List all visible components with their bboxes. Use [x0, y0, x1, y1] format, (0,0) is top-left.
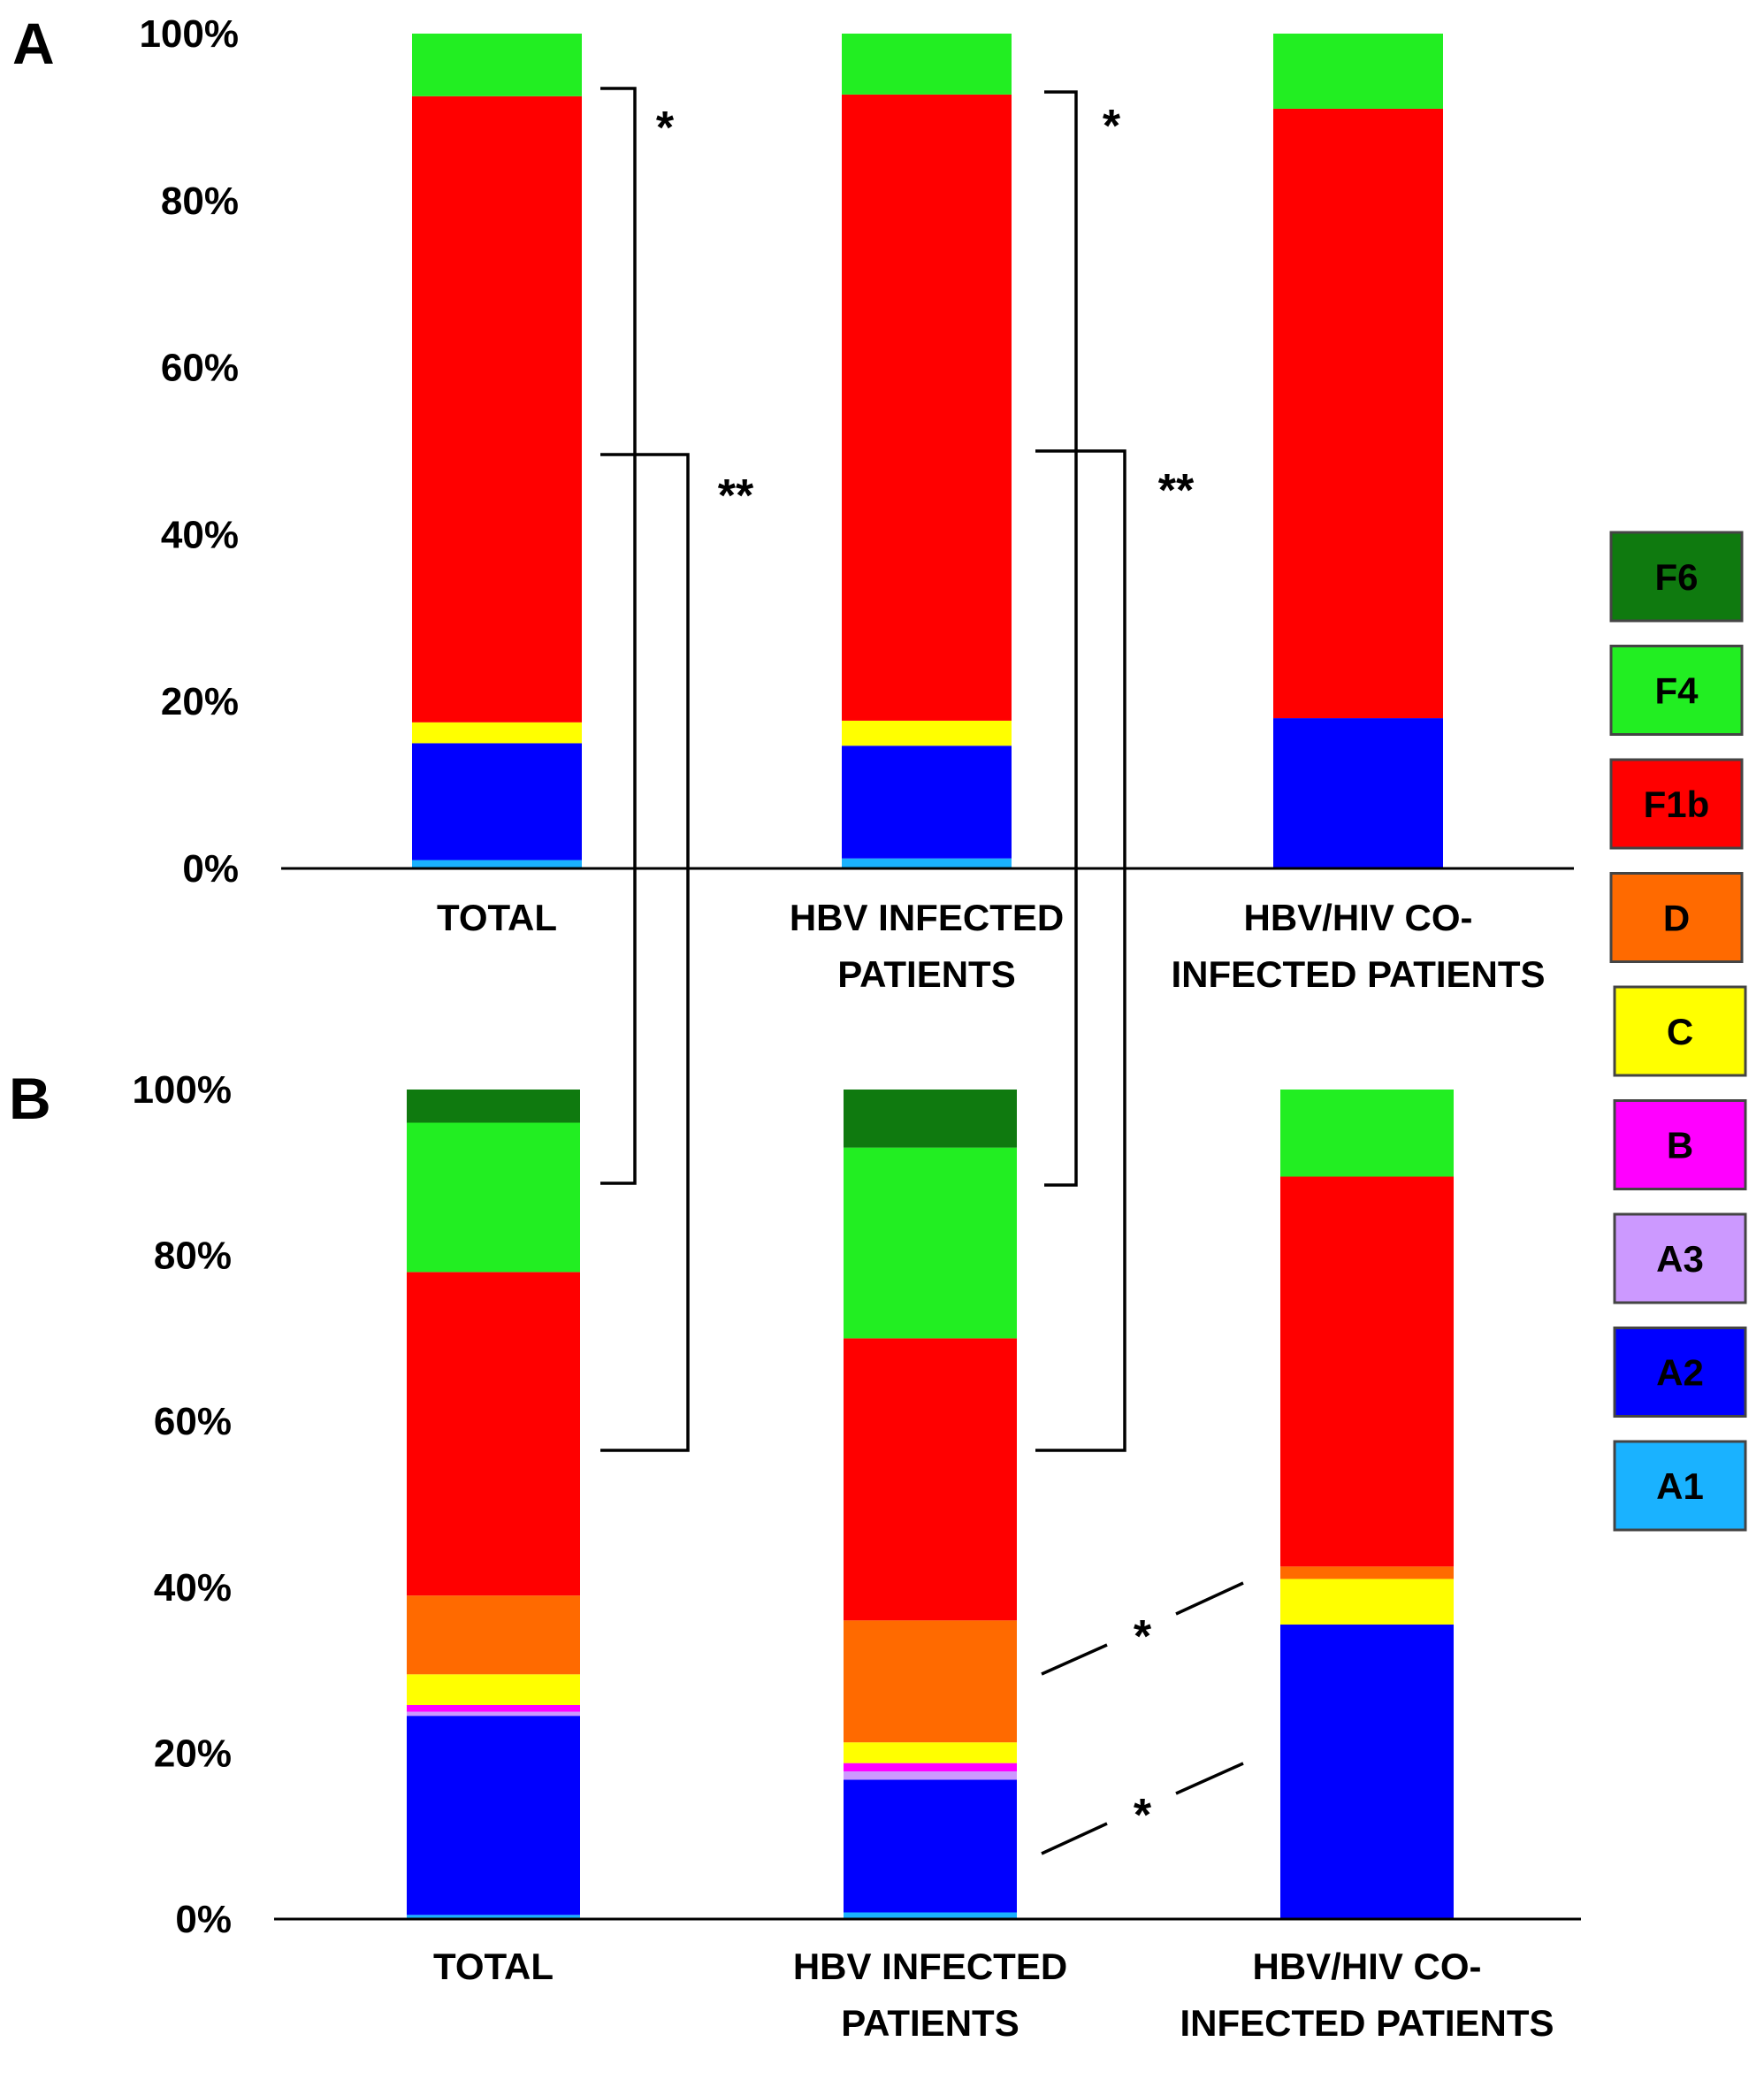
legend-label: C — [1667, 1011, 1693, 1052]
panel-a: A 0% 20% 40% 60% 80% 100% TOTAL HBV INFECTED PATI… — [12, 11, 1574, 995]
bar-segment-f4 — [1280, 1090, 1454, 1177]
significance-single: * — [1134, 1790, 1152, 1841]
bracket-total-f4 — [600, 87, 637, 1185]
dash-a2-right — [1175, 1762, 1244, 1795]
bar-segment-c — [842, 720, 1012, 746]
y-tick-label: 0% — [175, 1898, 232, 1941]
bar-segment-c — [1280, 1579, 1454, 1625]
y-tick-label: 100% — [139, 12, 239, 56]
legend-label: A1 — [1656, 1465, 1704, 1507]
bar-segment-a2 — [1280, 1625, 1454, 1919]
y-tick-label: 80% — [161, 180, 239, 223]
category-label: HBV INFECTED — [793, 1946, 1067, 1987]
category-label: INFECTED PATIENTS — [1171, 953, 1545, 995]
bar-segment-f6 — [407, 1090, 580, 1123]
significance-double: ** — [1158, 465, 1195, 516]
panel-letter-a: A — [12, 11, 55, 76]
y-tick-label: 20% — [161, 680, 239, 723]
significance-double: ** — [718, 470, 754, 522]
legend-label: A2 — [1656, 1352, 1704, 1394]
bar-segment-a2 — [412, 743, 582, 860]
category-label: TOTAL — [437, 897, 557, 938]
legend-swatch-d — [1609, 872, 1744, 963]
bar-segment-f1b — [842, 94, 1012, 721]
bar-segment-a2 — [407, 1716, 580, 1916]
bar-segment-f4 — [844, 1147, 1017, 1339]
bracket-hbv-f4 — [1044, 90, 1078, 1187]
dash-d-right — [1175, 1581, 1244, 1616]
bar-segment-f1b — [407, 1272, 580, 1596]
legend-label: B — [1667, 1125, 1693, 1166]
bar-segment-a2 — [1273, 718, 1443, 868]
category-label: PATIENTS — [841, 2002, 1019, 2044]
bar-segment-f4 — [842, 34, 1012, 95]
bar-segment-c — [412, 722, 582, 744]
category-label: HBV/HIV CO- — [1243, 897, 1472, 938]
bar-segment-f4 — [407, 1122, 580, 1273]
bar-segment-d — [1280, 1566, 1454, 1579]
bar-segment-f1b — [844, 1338, 1017, 1621]
bracket-hbv-f1b — [1035, 449, 1126, 1452]
bar-segment-f4 — [1273, 34, 1443, 109]
bar-segment-a2 — [842, 746, 1012, 859]
bar-segment-f1b — [412, 96, 582, 723]
legend: F6 F4 F1b D C B A3 A2 A1 — [1609, 531, 1747, 1532]
bar-segment-a3 — [407, 1711, 580, 1717]
bar-segment-f1b — [1280, 1176, 1454, 1567]
category-label: PATIENTS — [837, 953, 1015, 995]
category-label: HBV/HIV CO- — [1252, 1946, 1481, 1987]
bar-segment-c — [844, 1742, 1017, 1763]
category-label: HBV INFECTED — [790, 897, 1064, 938]
legend-swatch-c — [1613, 985, 1747, 1077]
y-tick-label: 60% — [161, 347, 239, 390]
legend-swatch-a2 — [1613, 1327, 1747, 1418]
legend-label: A3 — [1656, 1238, 1704, 1280]
legend-swatch-f4 — [1609, 645, 1744, 736]
y-tick-label: 40% — [161, 513, 239, 556]
category-label: TOTAL — [433, 1946, 554, 1987]
bar-segment-d — [844, 1620, 1017, 1743]
bar-segment-a2 — [844, 1779, 1017, 1913]
significance-single: * — [1134, 1611, 1152, 1663]
y-tick-label: 40% — [154, 1566, 232, 1610]
legend-swatch-a1 — [1613, 1440, 1747, 1532]
panel-letter-b: B — [9, 1066, 51, 1131]
bar-segment-c — [407, 1674, 580, 1705]
significance-brackets: ******** — [600, 87, 1244, 1855]
dash-d-left — [1041, 1643, 1108, 1676]
bar-segment-f4 — [412, 34, 582, 96]
legend-label: F6 — [1654, 556, 1698, 598]
legend-swatch-b — [1613, 1099, 1747, 1190]
legend-swatch-f1b — [1609, 758, 1744, 850]
y-tick-label: 80% — [154, 1235, 232, 1278]
bar-segment-a1 — [412, 860, 582, 868]
y-tick-label: 100% — [132, 1068, 232, 1112]
bar-segment-a1 — [842, 858, 1012, 868]
legend-label: F4 — [1654, 670, 1699, 712]
category-label: INFECTED PATIENTS — [1180, 2002, 1554, 2044]
bar-segment-f1b — [1273, 108, 1443, 719]
dash-a2-left — [1041, 1822, 1108, 1855]
y-tick-label: 20% — [154, 1732, 232, 1775]
bar-segment-a1 — [844, 1912, 1017, 1919]
bracket-total-f1b — [600, 453, 690, 1452]
bar-segment-a1 — [407, 1915, 580, 1919]
legend-label: F1b — [1644, 784, 1710, 825]
legend-swatch-f6 — [1609, 531, 1744, 623]
legend-label: D — [1663, 898, 1690, 939]
bar-segment-b — [844, 1763, 1017, 1772]
significance-single: * — [1103, 101, 1121, 152]
bar-segment-b — [407, 1704, 580, 1712]
bar-segment-f6 — [844, 1090, 1017, 1148]
bar-segment-a3 — [844, 1771, 1017, 1780]
panel-b: B 0% 20% 40% 60% 80% 100% TOTAL HBV INFECTED PATI… — [9, 1066, 1581, 2044]
y-tick-label: 0% — [182, 847, 239, 891]
bar-segment-d — [407, 1595, 580, 1675]
legend-swatch-a3 — [1613, 1212, 1747, 1304]
significance-single: * — [656, 103, 675, 154]
y-tick-label: 60% — [154, 1400, 232, 1443]
